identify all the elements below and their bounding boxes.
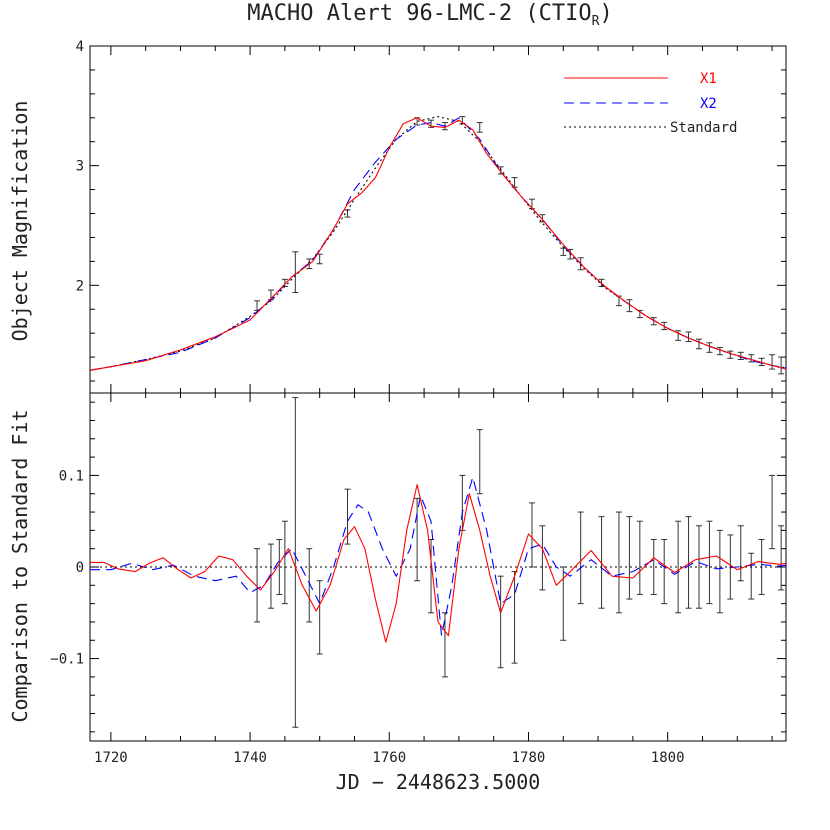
error-bar	[292, 251, 299, 293]
error-bar	[737, 351, 744, 360]
error-bar	[769, 474, 776, 550]
y-axis-label-bottom: Comparison to Standard Fit	[8, 409, 32, 722]
y-axis-label-top: Object Magnification	[8, 101, 32, 342]
error-bar	[254, 548, 261, 623]
error-bar	[769, 354, 776, 370]
error-bar	[626, 516, 633, 600]
y-tick-label: 2	[76, 278, 84, 294]
x-tick-label: 1760	[372, 750, 406, 766]
error-bar	[661, 539, 668, 605]
y-tick-label: 4	[76, 39, 84, 55]
x-tick-label: 1720	[94, 750, 128, 766]
error-bar	[748, 354, 755, 363]
legend-label-x1: X1	[700, 71, 717, 87]
error-bar	[716, 529, 723, 614]
error-bar	[281, 278, 288, 288]
error-bar	[316, 580, 323, 655]
x-tick-label: 1780	[512, 750, 546, 766]
series-standard-line	[90, 116, 786, 371]
error-bar	[685, 331, 692, 343]
error-bar	[675, 330, 682, 341]
error-bar	[685, 516, 692, 609]
series-x2-line	[90, 476, 786, 637]
chart-title: MACHO Alert 96-LMC-2 (CTIOR)	[247, 1, 612, 29]
y-tick-label: 3	[76, 159, 84, 175]
error-bar	[539, 525, 546, 591]
legend: X1 X2 Standard	[564, 71, 737, 136]
error-bar	[414, 497, 421, 582]
error-bar	[292, 397, 299, 728]
error-bar	[598, 516, 605, 609]
error-bar	[511, 177, 518, 188]
x-axis-label: JD − 2448623.5000	[336, 770, 541, 794]
error-bar	[316, 253, 323, 265]
series-x1-line	[90, 484, 786, 643]
error-bar	[615, 511, 622, 614]
error-bar	[476, 429, 483, 495]
x-tick-label: 1800	[651, 750, 685, 766]
error-bar	[696, 338, 702, 350]
error-bar	[758, 357, 765, 366]
error-bar	[476, 122, 483, 133]
y-tick-label: 0.1	[59, 468, 84, 484]
error-bar	[650, 317, 657, 326]
error-bar	[281, 520, 288, 605]
error-bar	[727, 350, 734, 359]
error-bar	[737, 525, 744, 582]
error-bar	[748, 552, 755, 600]
y-tick-label: 0	[76, 560, 84, 576]
error-bar	[577, 511, 584, 605]
x-tick-label: 1740	[233, 750, 267, 766]
error-bar	[636, 520, 643, 595]
error-bar	[511, 571, 518, 664]
error-bar	[528, 198, 535, 210]
error-bar	[696, 525, 702, 609]
error-bar	[306, 548, 313, 623]
series-x2-line	[90, 117, 786, 371]
x-axis: 1720 1740 1760 1780 1800	[94, 750, 685, 766]
panel-frame	[89, 45, 787, 394]
error-bar	[626, 299, 633, 313]
error-bar	[560, 247, 567, 256]
error-bar	[706, 342, 713, 353]
error-bar	[441, 612, 448, 678]
error-bar	[276, 539, 283, 595]
panel-top: 2 3 4	[76, 39, 787, 394]
error-bar	[716, 347, 723, 356]
error-bar	[497, 575, 504, 669]
error-bar	[778, 525, 785, 591]
series-x1-line	[90, 117, 786, 371]
error-bar	[675, 520, 682, 614]
error-bar	[778, 356, 785, 375]
error-bar	[706, 520, 713, 605]
panel-bottom: −0.1 0 0.1	[50, 392, 787, 742]
error-bar	[650, 539, 657, 595]
legend-label-x2: X2	[700, 96, 717, 112]
legend-label-standard: Standard	[670, 120, 737, 136]
error-bar	[254, 300, 261, 311]
y-tick-label: −0.1	[50, 652, 84, 668]
